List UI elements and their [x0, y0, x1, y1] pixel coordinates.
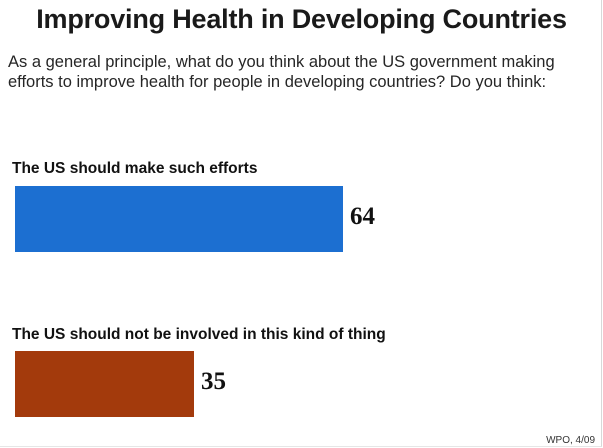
value-label-1: 64: [350, 203, 375, 230]
bar-1: [15, 186, 343, 252]
category-label-2: The US should not be involved in this ki…: [12, 326, 386, 343]
source-note: WPO, 4/09: [546, 435, 595, 446]
survey-question: As a general principle, what do you thin…: [8, 53, 555, 91]
bar-2: [15, 351, 194, 417]
chart-title: Improving Health in Developing Countries: [36, 4, 567, 34]
category-label-1: The US should make such efforts: [12, 160, 258, 177]
value-label-2: 35: [201, 368, 226, 395]
